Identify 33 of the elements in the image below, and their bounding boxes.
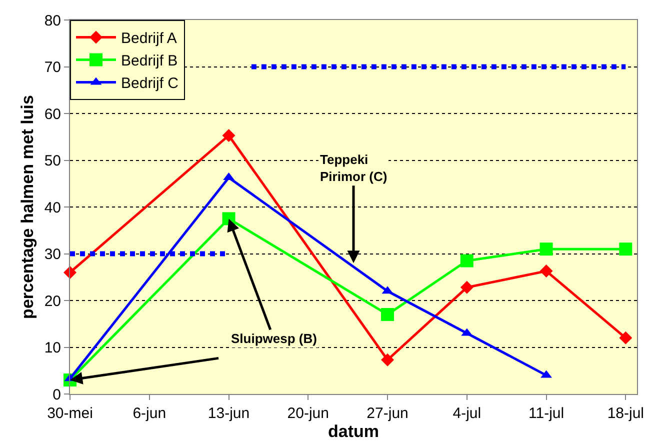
x-tick-label: 13-jun bbox=[208, 405, 250, 422]
point bbox=[460, 254, 474, 268]
point bbox=[381, 308, 394, 322]
x-tick-label: 30-mei bbox=[47, 405, 93, 422]
y-tick-label: 60 bbox=[44, 106, 61, 123]
point bbox=[619, 242, 632, 256]
y-tick-label: 30 bbox=[44, 246, 61, 263]
x-tick-label: 18-jul bbox=[607, 405, 644, 422]
point bbox=[540, 264, 553, 278]
x-tick-label: 27-jun bbox=[366, 405, 408, 422]
y-tick-label: 70 bbox=[44, 59, 61, 76]
legend-label: Bedrijf C bbox=[121, 75, 179, 92]
y-tick-label: 40 bbox=[44, 199, 61, 216]
annotation: Sluipwesp (B) bbox=[231, 331, 317, 346]
x-axis-title: datum bbox=[328, 422, 379, 441]
y-tick-label: 50 bbox=[44, 152, 61, 170]
legend-label: Bedrijf B bbox=[121, 52, 178, 70]
y-axis-title: percentage halmen met luis bbox=[18, 95, 37, 319]
x-tick-label: 4-jul bbox=[452, 405, 482, 422]
y-tick-label: 0 bbox=[52, 386, 61, 404]
x-tick-label: 20-jun bbox=[287, 405, 329, 422]
point bbox=[222, 128, 236, 142]
y-tick-label: 20 bbox=[44, 292, 61, 310]
x-tick-label: 11-jul bbox=[528, 405, 564, 422]
annotation: Teppeki Pirimor (C) bbox=[320, 152, 388, 184]
point bbox=[540, 242, 553, 256]
y-tick-label: 10 bbox=[44, 340, 61, 356]
y-tick-label: 80 bbox=[44, 12, 61, 30]
point bbox=[619, 331, 632, 344]
point bbox=[381, 353, 394, 366]
point bbox=[460, 280, 474, 294]
x-tick-label: 6-jun bbox=[132, 405, 166, 422]
legend-label: Bedrijf A bbox=[121, 30, 177, 48]
